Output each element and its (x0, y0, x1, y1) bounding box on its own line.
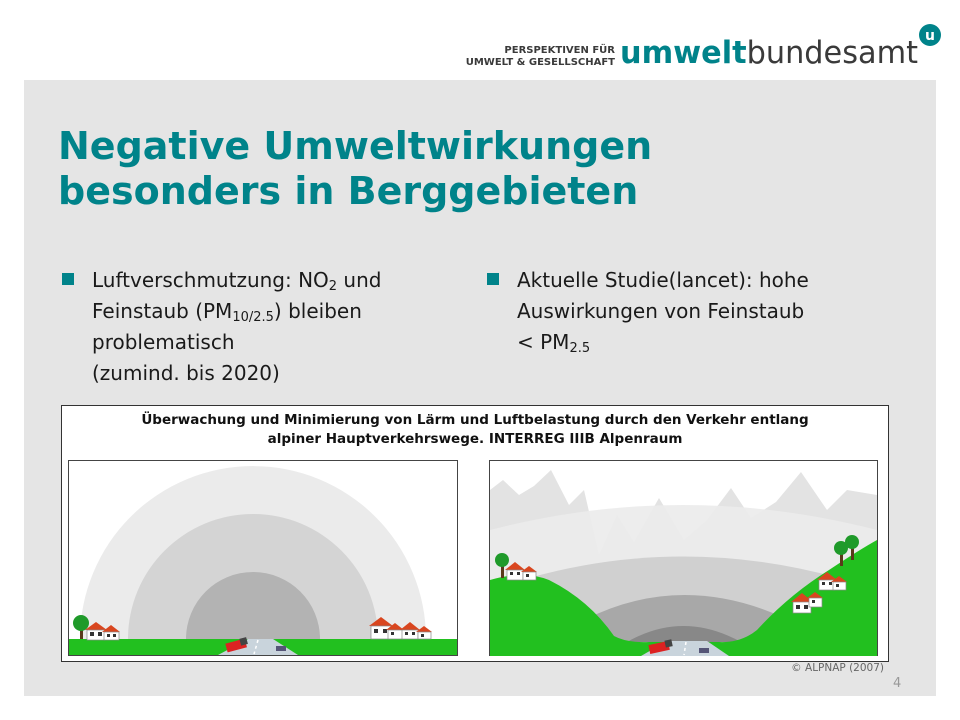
flat-terrain-illustration (68, 460, 458, 656)
bullet-list-left: Luftverschmutzung: NO2 und Feinstaub (PM… (60, 265, 460, 389)
slide-title-line2: besonders in Berggebieten (58, 169, 639, 213)
bullet-square-icon (487, 273, 499, 285)
house-icon (807, 592, 823, 608)
house-icon (831, 576, 847, 591)
svg-text:u: u (925, 28, 935, 44)
figure-credit: © ALPNAP (2007) (791, 662, 884, 674)
bullet-line-1: Aktuelle Studie(lancet): hohe (517, 268, 809, 292)
tree-icon (495, 553, 509, 578)
car-icon (699, 648, 709, 653)
bullet-air-pollution: Luftverschmutzung: NO2 und Feinstaub (PM… (60, 265, 460, 389)
logo-word-bundesamt: bundesamt (747, 35, 918, 71)
figure-caption-line1: Überwachung und Minimierung von Lärm und… (141, 412, 809, 428)
pollution-zone-core (627, 626, 741, 642)
page-number: 4 (893, 676, 902, 691)
logo-tagline-line1: PERSPEKTIVEN FÜR (504, 42, 615, 56)
bullet-lancet-study: Aktuelle Studie(lancet): hohe Auswirkung… (485, 265, 885, 358)
house-icon (416, 626, 432, 640)
bullet-line-3: problematisch (92, 330, 235, 354)
slide-title-line1: Negative Umweltwirkungen (58, 124, 653, 168)
truck-icon (648, 639, 673, 654)
pollution-zone-inner (186, 572, 320, 639)
figure-caption: Überwachung und Minimierung von Lärm und… (62, 411, 888, 449)
house-icon (521, 566, 537, 581)
logo-wordmark: umweltbundesamt (620, 35, 918, 71)
tree-icon (73, 615, 89, 639)
logo-word-umwelt: umwelt (620, 35, 747, 71)
slide-title: Negative Umweltwirkungen besonders in Be… (58, 124, 858, 214)
figure-caption-line2: alpiner Hauptverkehrswege. INTERREG IIIB… (267, 431, 683, 447)
truck-icon (225, 637, 248, 653)
car-icon (276, 646, 286, 651)
bullet-line-1: Luftverschmutzung: NO2 und (92, 268, 382, 294)
bullet-line-3: < PM2.5 (517, 330, 591, 356)
bullet-line-4: (zumind. bis 2020) (92, 361, 280, 385)
tree-icon (845, 535, 859, 560)
logo-tagline-line2: UMWELT & GESELLSCHAFT (466, 57, 615, 68)
tree-icon (834, 541, 848, 566)
alpine-valley-illustration (489, 460, 878, 656)
bullet-line-2: Feinstaub (PM10/2.5) bleiben (92, 299, 362, 325)
house-icon (791, 593, 813, 614)
house-icon (505, 562, 525, 581)
bullet-square-icon (62, 273, 74, 285)
bullet-line-2: Auswirkungen von Feinstaub (517, 299, 805, 323)
house-icon (102, 625, 120, 641)
umweltbundesamt-logo: PERSPEKTIVEN FÜR UMWELT & GESELLSCHAFT u… (466, 24, 941, 71)
logo-badge-icon: u (919, 24, 941, 46)
pollution-zone-inner (584, 595, 789, 642)
alpnap-figure: Überwachung und Minimierung von Lärm und… (61, 405, 889, 662)
bullet-list-right: Aktuelle Studie(lancet): hohe Auswirkung… (485, 265, 885, 358)
valley-slopes (490, 540, 877, 656)
